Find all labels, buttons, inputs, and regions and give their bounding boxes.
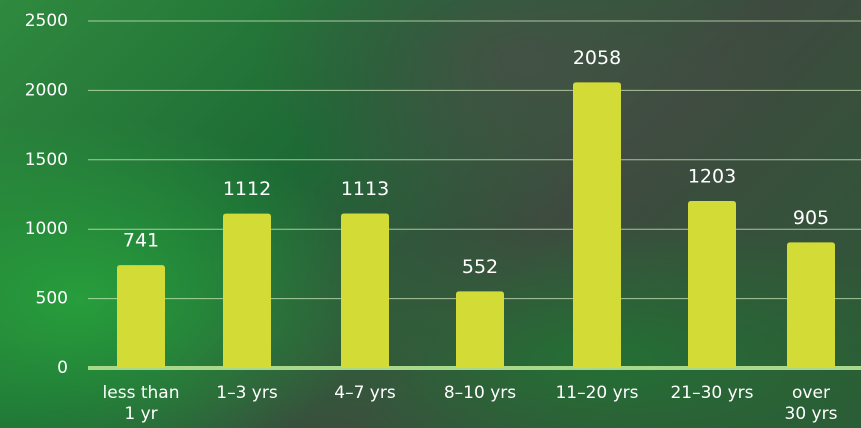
value-label: 2058	[573, 47, 621, 69]
x-tick-label: 21–30 yrs	[670, 383, 753, 403]
value-label: 552	[462, 256, 498, 278]
y-tick-label: 2500	[25, 11, 68, 31]
value-label: 1203	[688, 166, 736, 188]
y-tick-label: 2000	[25, 80, 68, 100]
bar	[456, 291, 504, 368]
x-tick-label: less than 1 yr	[103, 383, 180, 424]
y-tick-label: 1500	[25, 150, 68, 170]
x-tick-label: 1–3 yrs	[216, 383, 278, 403]
x-tick-label: 8–10 yrs	[444, 383, 516, 403]
y-tick-label: 0	[57, 358, 68, 378]
y-tick-label: 1000	[25, 219, 68, 239]
value-label: 1112	[223, 178, 271, 200]
x-tick-label: over 30 yrs	[785, 383, 838, 424]
value-label: 741	[123, 230, 159, 252]
value-label: 1113	[341, 178, 389, 200]
y-tick-label: 500	[36, 289, 68, 309]
bar	[117, 265, 165, 368]
bar	[688, 201, 736, 368]
bar	[787, 242, 835, 368]
bar	[573, 82, 621, 368]
x-tick-label: 4–7 yrs	[334, 383, 396, 403]
bar	[341, 213, 389, 368]
value-label: 905	[793, 207, 829, 229]
bar	[223, 213, 271, 368]
x-tick-label: 11–20 yrs	[555, 383, 638, 403]
